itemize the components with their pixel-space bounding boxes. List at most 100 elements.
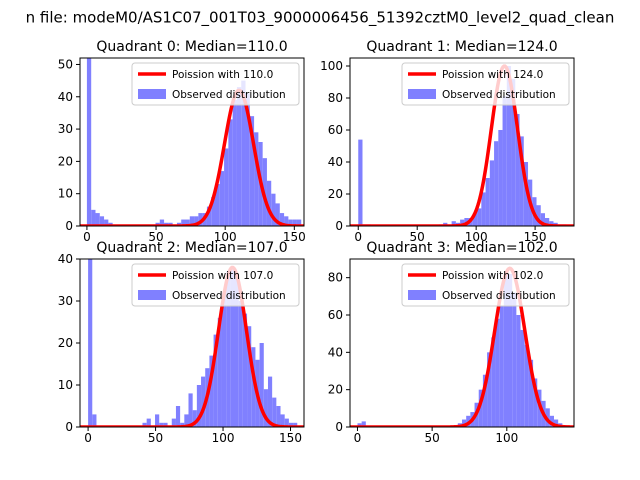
- histogram-bar: [226, 271, 231, 427]
- histogram-bar: [516, 315, 521, 427]
- histogram-bar: [284, 418, 289, 427]
- plot-area: [350, 266, 574, 427]
- histogram-bar: [512, 292, 517, 427]
- y-tick-label: 80: [328, 91, 343, 105]
- histogram-bar: [478, 389, 483, 427]
- histogram-bar: [95, 213, 100, 226]
- poisson-curve: [350, 266, 574, 427]
- histogram-bar: [196, 385, 202, 427]
- histogram-bar: [224, 148, 229, 226]
- histogram-bar: [175, 406, 181, 427]
- histogram-bar: [263, 389, 268, 427]
- subplot-2: 0 50 100 150 0 10 20 30 40 Quadrant 2: Median=107…: [58, 240, 305, 445]
- x-tick-label: 0: [354, 230, 362, 244]
- histogram-bar: [477, 208, 482, 226]
- histogram-bar: [251, 347, 256, 427]
- y-tick-label: 0: [335, 219, 343, 233]
- histogram-bar: [88, 259, 93, 427]
- histogram-bar: [519, 136, 524, 226]
- histogram-bar: [104, 219, 109, 226]
- histogram-bar: [206, 206, 212, 226]
- histogram-bar: [284, 216, 289, 226]
- x-tick-label: 150: [524, 230, 547, 244]
- histogram-bar: [228, 119, 233, 226]
- y-tick-label: 60: [328, 123, 343, 137]
- histogram-bar: [279, 213, 285, 226]
- histogram-bar: [495, 318, 500, 427]
- histogram-bar: [515, 114, 520, 226]
- histogram-bar: [498, 130, 503, 226]
- legend-hist-swatch: [138, 89, 166, 99]
- histogram-bar: [159, 219, 165, 226]
- legend: Poission with 124.0 Observed distribution: [401, 62, 570, 106]
- y-tick-label: 0: [65, 420, 73, 434]
- histogram-bar: [533, 378, 538, 427]
- histogram-bar: [219, 171, 225, 226]
- histogram-bar: [198, 213, 203, 226]
- histogram-bar: [536, 205, 541, 226]
- legend-hist-swatch: [408, 89, 436, 99]
- y-tick-label: 10: [58, 378, 73, 392]
- x-tick-label: 150: [283, 230, 306, 244]
- legend-curve-label: Poission with 124.0: [442, 69, 543, 81]
- histogram-bar: [181, 219, 186, 226]
- histogram-bar: [482, 374, 488, 427]
- y-tick-label: 40: [328, 155, 343, 169]
- histogram-bar: [242, 313, 248, 427]
- y-tick-label: 20: [58, 154, 73, 168]
- histogram-bar: [209, 355, 214, 427]
- plot-area: [80, 259, 304, 427]
- histogram-bar: [288, 422, 294, 427]
- histogram-bar: [489, 160, 495, 226]
- legend-hist-label: Observed distribution: [442, 89, 556, 101]
- histogram-bar: [544, 218, 550, 226]
- plot-area: [80, 58, 304, 226]
- y-tick-label: 80: [328, 271, 343, 285]
- histogram-bar: [540, 213, 545, 226]
- subplot-title: Quadrant 3: Median=102.0: [366, 240, 557, 256]
- histogram-bar: [184, 414, 189, 427]
- histogram-bar: [217, 317, 222, 427]
- legend: Poission with 110.0 Observed distribution: [131, 62, 300, 106]
- axes-frame: [349, 258, 575, 428]
- legend-box: [401, 263, 570, 307]
- histogram-bar: [271, 193, 276, 226]
- x-tick-label: 50: [410, 230, 425, 244]
- axes-frame: [79, 57, 305, 227]
- histogram-bar: [520, 329, 525, 427]
- histogram-bar: [142, 422, 147, 427]
- y-tick-label: 20: [328, 383, 343, 397]
- histogram-bar: [188, 393, 193, 427]
- y-tick-label: 0: [335, 420, 343, 434]
- histogram-bar: [211, 196, 216, 226]
- x-tick-label: 0: [354, 431, 362, 445]
- histogram-bar: [159, 422, 164, 427]
- y-tick-label: 60: [328, 308, 343, 322]
- histogram-bar: [472, 213, 478, 226]
- histogram-bar: [238, 301, 243, 427]
- histogram-bar: [506, 66, 512, 226]
- histogram-bar: [163, 422, 168, 427]
- histogram-bar: [358, 139, 363, 226]
- x-tick-label: 0: [84, 431, 92, 445]
- histogram-bar: [254, 132, 259, 226]
- histogram-bar: [494, 141, 499, 226]
- poisson-curve: [350, 64, 574, 226]
- histogram-bar: [276, 406, 281, 427]
- subplot-title: Quadrant 1: Median=124.0: [366, 39, 557, 55]
- histogram-bar: [481, 192, 486, 226]
- histogram-bar: [221, 292, 227, 427]
- histogram-bar: [91, 209, 96, 226]
- poisson-curve: [80, 265, 304, 427]
- histogram-bar: [155, 414, 160, 427]
- histogram-bar: [146, 418, 151, 427]
- x-tick-label: 50: [424, 431, 439, 445]
- histogram-bar: [296, 219, 302, 226]
- histogram-bar: [215, 184, 220, 226]
- histogram-bar: [293, 422, 298, 427]
- poisson-curve: [80, 88, 304, 226]
- legend: Poission with 107.0 Observed distribution: [131, 263, 300, 307]
- x-tick-label: 50: [148, 230, 163, 244]
- histogram-bar: [266, 180, 272, 226]
